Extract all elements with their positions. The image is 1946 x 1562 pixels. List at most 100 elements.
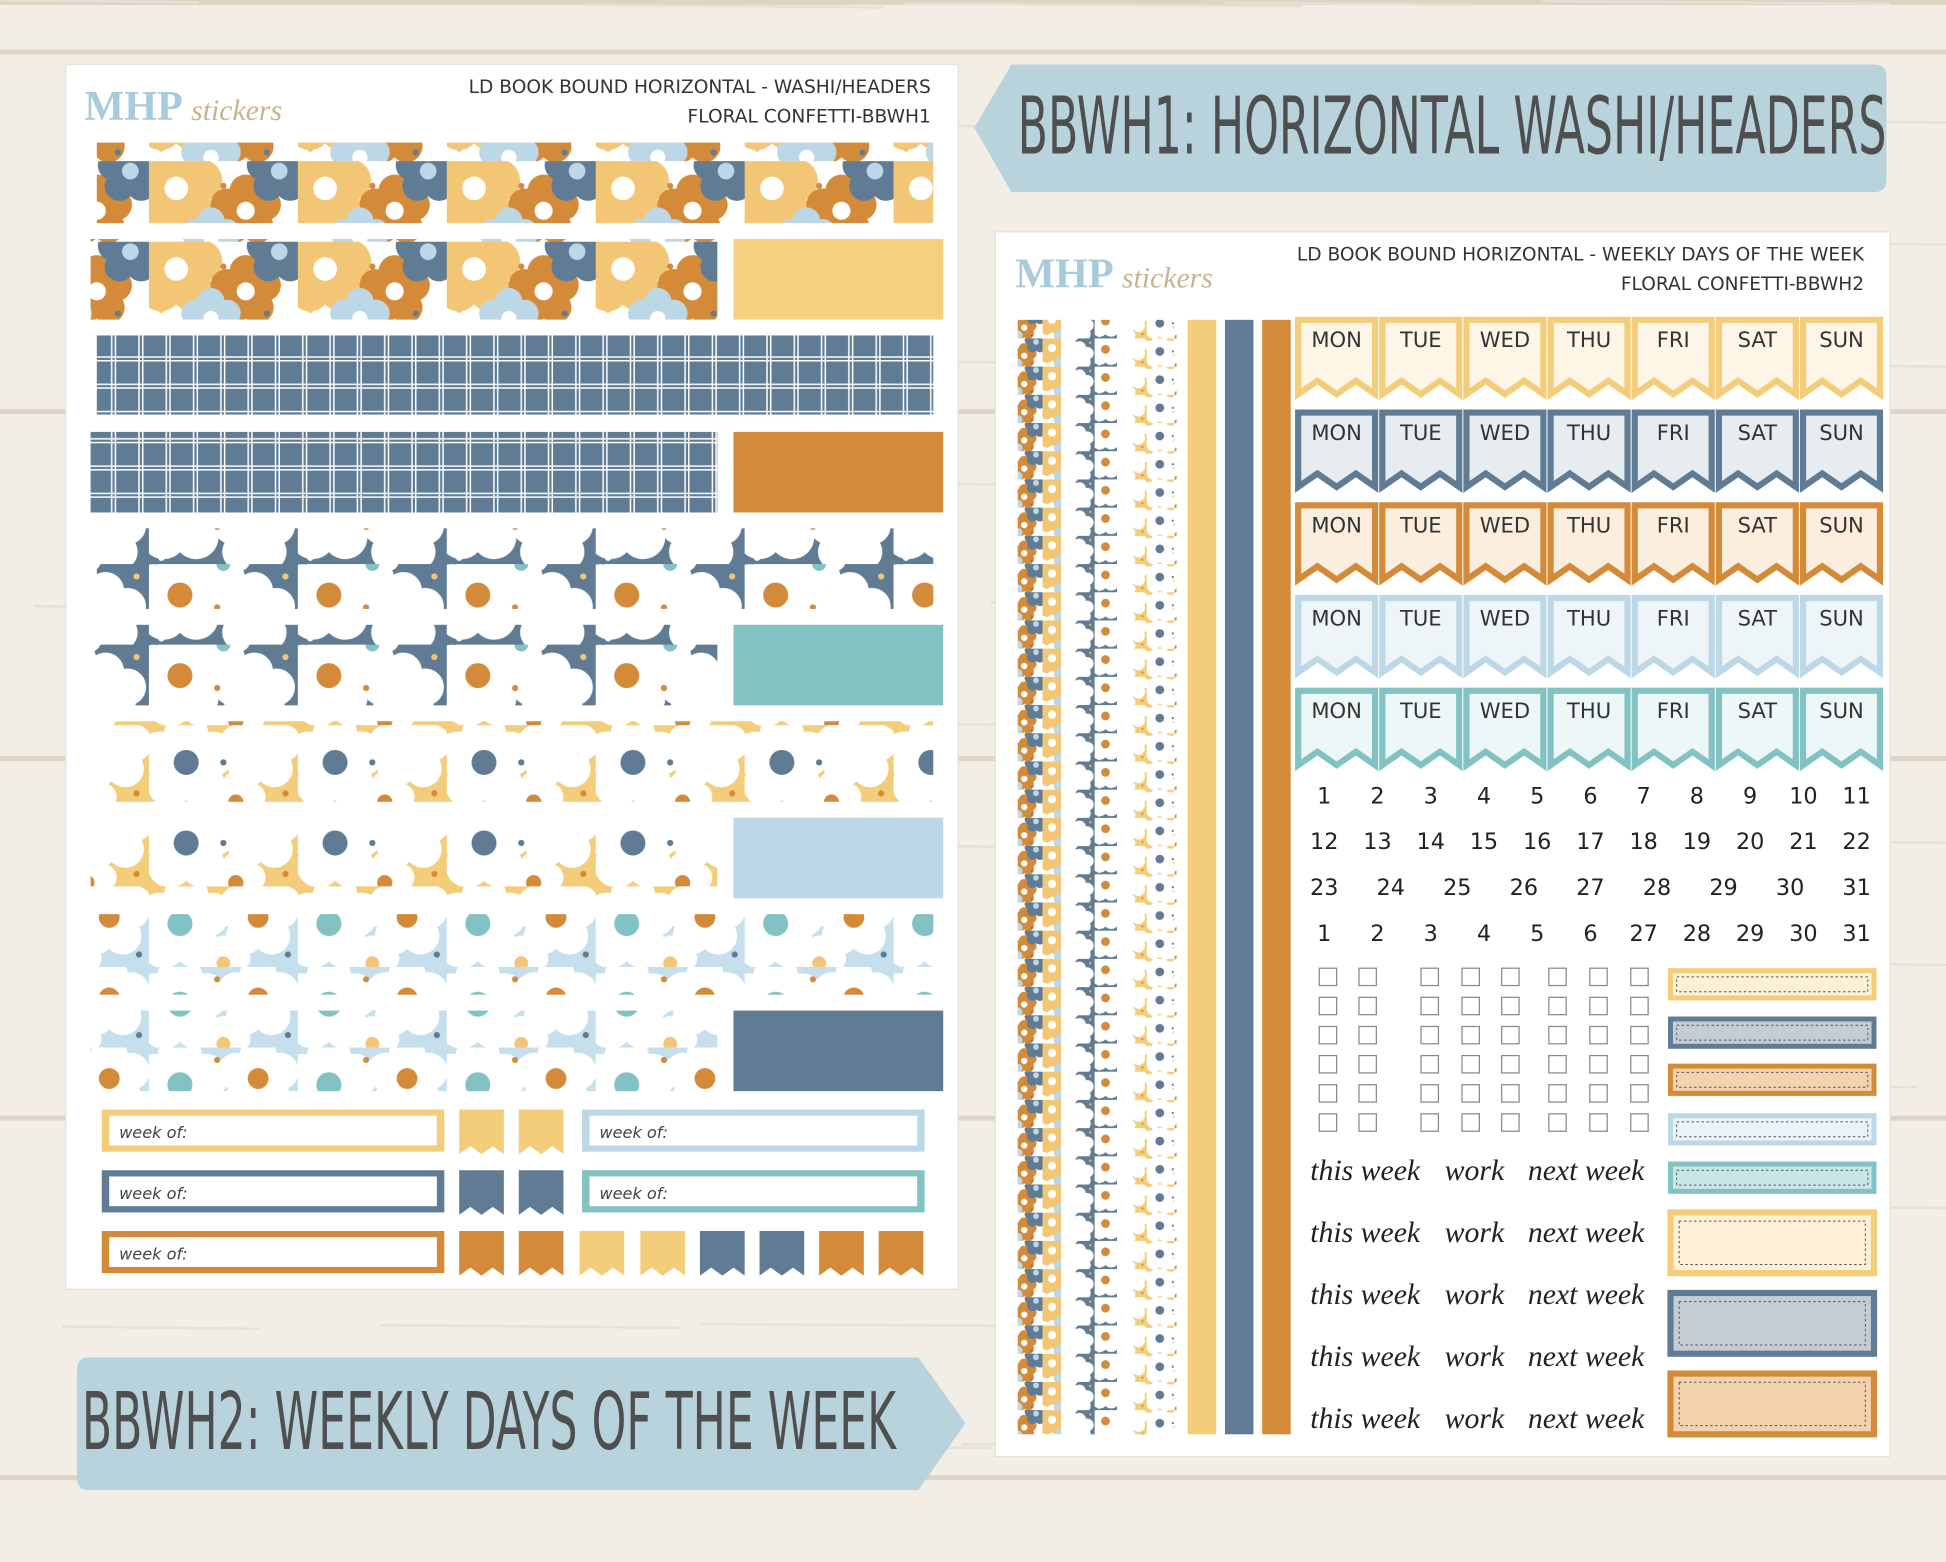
week-label-text: week of: [599,1184,667,1203]
flag [1715,502,1799,586]
day-name: WED [1480,698,1530,723]
flag [518,1109,564,1155]
flag [1631,594,1715,679]
plank-gap [0,49,1946,55]
script-word: this week [1310,1402,1421,1435]
date-number: 23 [1310,875,1338,901]
date-number: 16 [1523,829,1551,855]
checkbox [1358,1113,1377,1132]
date-number: 5 [1530,783,1544,809]
checkbox [1589,967,1608,987]
flag [579,1231,625,1276]
flag [1547,687,1631,772]
date-number: 28 [1683,921,1711,947]
date-number: 10 [1789,783,1817,809]
flag [1295,594,1379,679]
day-name: SAT [1738,513,1778,538]
script-word: this week [1310,1216,1421,1249]
script-word: next week [1528,1402,1645,1435]
checkbox [1548,1113,1567,1132]
label-bar [1668,1113,1877,1146]
grain [380,1323,679,1329]
date-number: 20 [1736,829,1764,855]
checkbox [1318,1084,1338,1103]
label-bar [1668,1161,1877,1194]
day-name: SUN [1819,513,1864,538]
label-box [1667,1289,1878,1357]
flag [518,1170,564,1215]
checkbox [1358,1084,1377,1103]
checkbox [1548,1084,1567,1103]
flag [1799,687,1884,772]
washi-strip [96,142,934,224]
day-name: FRI [1657,605,1690,630]
date-number: 29 [1736,921,1764,947]
sticker-sheet-2: MHP stickers LD BOOK BOUND HORIZONTAL - WE… [994,231,1891,1458]
day-name: TUE [1399,605,1442,630]
checkbox [1630,967,1649,987]
checkbox [1548,1054,1567,1074]
banner-text: BBWH2: WEEKLY DAYS OF THE WEEK [82,1375,897,1468]
plank-gap [0,0,1946,5]
header-tab [733,817,944,899]
flag [1379,409,1463,493]
checkbox [1501,1054,1520,1074]
flag [1631,502,1715,586]
flag [1295,687,1379,772]
checkbox [1461,1113,1480,1132]
flag [1799,502,1884,586]
date-number: 15 [1470,829,1498,855]
flag [459,1170,504,1215]
checkbox [1420,967,1440,987]
flag [1799,316,1884,401]
header-tab [733,624,944,706]
day-name: MON [1311,327,1362,352]
logo-brand: MHP [84,83,182,130]
grain [904,2,1302,8]
banner-text: BBWH1: HORIZONTAL WASHI/HEADERS [1018,79,1887,172]
day-name: THU [1566,698,1611,723]
script-word: this week [1310,1278,1421,1311]
flag [819,1231,864,1276]
flag [1799,594,1884,679]
flag [1379,316,1463,401]
checkbox [1420,1113,1440,1132]
flag [1295,316,1379,401]
flag [1379,687,1463,772]
flag [459,1109,504,1155]
week-label-inner [109,1115,437,1146]
checkbox [1501,967,1520,987]
date-number: 25 [1443,875,1471,901]
label-bar [1668,1063,1877,1096]
flag [1295,502,1379,586]
date-number: 1 [1317,921,1331,947]
date-number: 29 [1709,875,1737,901]
flag [1463,594,1547,679]
date-number: 27 [1629,921,1657,947]
day-name: SUN [1819,420,1864,445]
date-number: 11 [1842,783,1870,809]
washi-strip [90,431,718,513]
label-box-stitch [1678,1220,1866,1265]
date-number: 14 [1416,829,1444,855]
checkbox [1318,967,1338,987]
checkbox [1420,996,1440,1016]
date-number: 24 [1377,875,1405,901]
checkbox [1461,1054,1480,1074]
flag [1547,502,1631,586]
plank-gap [0,756,1946,762]
sheet-title: LD BOOK BOUND HORIZONTAL - WASHI/HEADERS [469,77,931,98]
flag [1463,687,1547,772]
script-word: work [1445,1340,1505,1373]
sticker-sheet-1: MHP stickers LD BOOK BOUND HORIZONTAL - WA… [65,63,959,1290]
checkbox [1630,1025,1649,1045]
flag [1547,594,1631,679]
washi-strip [90,624,718,706]
flag [1715,316,1799,401]
date-number: 27 [1576,875,1604,901]
flag [1463,316,1547,401]
flag [1379,502,1463,586]
week-label-text: week of: [119,1123,187,1142]
date-number: 3 [1424,921,1438,947]
